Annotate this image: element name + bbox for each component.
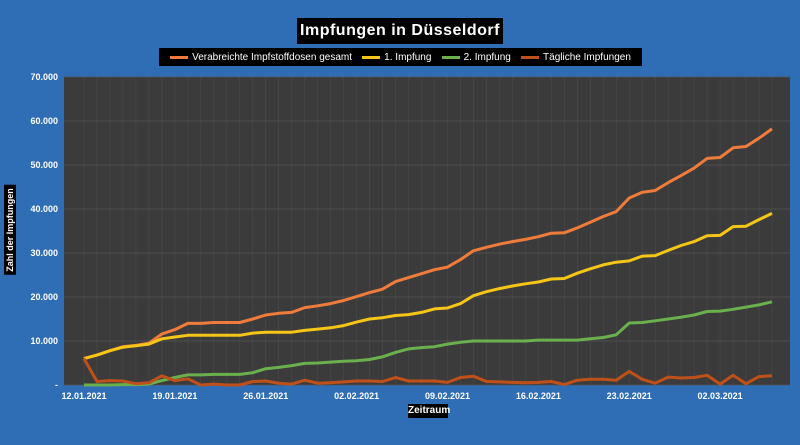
legend-swatch-second-dose — [441, 55, 460, 59]
x-tick-label: 16.02.2021 — [516, 391, 561, 401]
chart-legend: Verabreichte Impfstoffdosen gesamt 1. Im… — [159, 48, 642, 66]
y-axis-label-text: Zahl der Impfungen — [4, 185, 16, 275]
y-tick-label: 70.000 — [30, 72, 58, 82]
y-tick-label: 20.000 — [30, 292, 58, 302]
series-line-1 — [83, 212, 773, 361]
y-tick-label: 30.000 — [30, 248, 58, 258]
x-tick-label: 23.02.2021 — [607, 391, 652, 401]
chart-title: Impfungen in Düsseldorf — [297, 18, 503, 44]
legend-item-second-dose: 2. Impfung — [441, 51, 511, 63]
x-tick-label: 26.01.2021 — [243, 391, 288, 401]
y-axis-label: Zahl der Impfungen — [2, 170, 18, 290]
legend-item-daily: Tägliche Impfungen — [521, 52, 631, 63]
series-line-2 — [84, 300, 773, 387]
x-tick-label: 19.01.2021 — [152, 391, 197, 401]
y-tick-label: 50.000 — [30, 160, 58, 170]
x-tick-label: 12.01.2021 — [61, 391, 106, 401]
series-line-3 — [82, 357, 773, 387]
legend-item-first-dose: 1. Impfung — [362, 52, 431, 63]
legend-swatch-daily — [521, 55, 540, 59]
legend-swatch-total — [170, 55, 189, 59]
x-tick-label: 02.03.2021 — [698, 391, 743, 401]
x-tick-label: 02.02.2021 — [334, 391, 379, 401]
legend-label-second-dose: 2. Impfung — [463, 51, 511, 63]
x-axis-label: Zeitraum — [408, 404, 451, 418]
legend-label-daily: Tägliche Impfungen — [543, 51, 631, 63]
legend-swatch-first-dose — [362, 55, 381, 59]
y-tick-label: 40.000 — [30, 204, 58, 214]
y-tick-label: 10.000 — [30, 336, 58, 346]
x-tick-label: 09.02.2021 — [425, 391, 470, 401]
series-line-0 — [83, 127, 773, 361]
y-tick-label: 60.000 — [30, 116, 58, 126]
legend-label-first-dose: 1. Impfung — [384, 51, 432, 63]
y-tick-label: - — [55, 380, 58, 390]
plot-area — [64, 77, 790, 385]
legend-label-total: Verabreichte Impfstoffdosen gesamt — [192, 51, 352, 63]
legend-item-total: Verabreichte Impfstoffdosen gesamt — [170, 52, 352, 63]
